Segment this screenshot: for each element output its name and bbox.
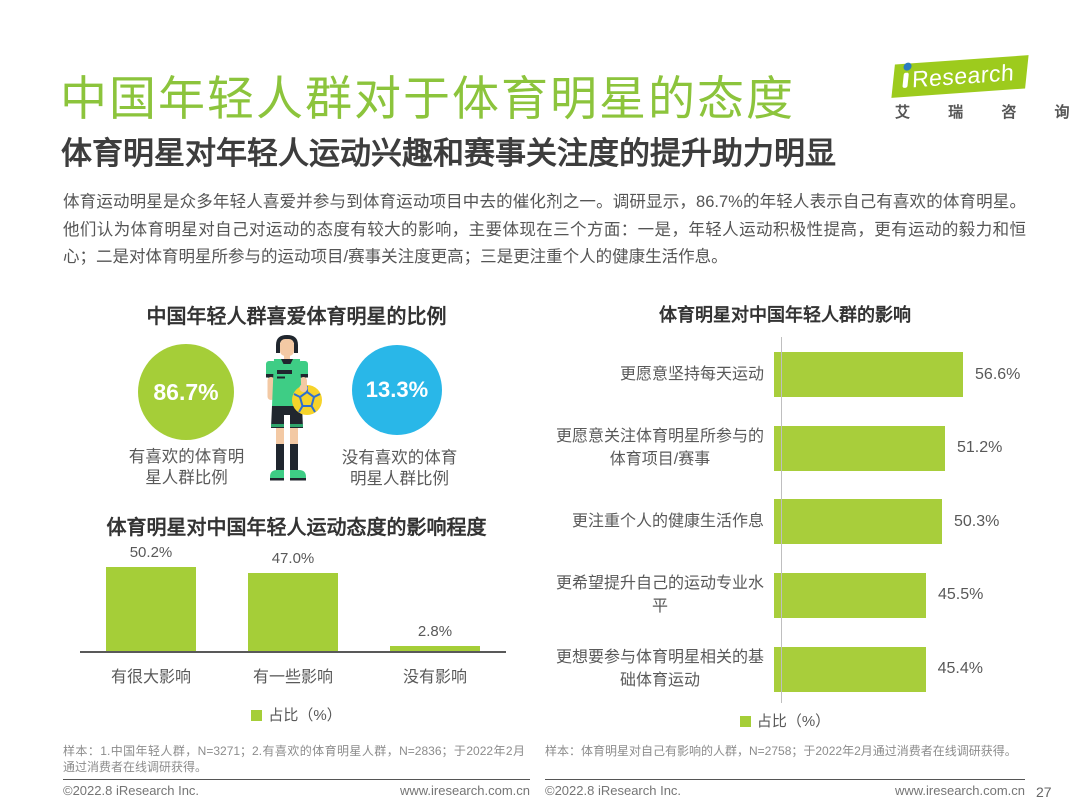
hbar-category-label: 更愿意关注体育明星所参与的 体育项目/赛事 (555, 428, 764, 468)
soccer-ball-icon (292, 385, 322, 415)
bar-value-label: 47.0% (271, 549, 315, 567)
hbar-category-label: 更注重个人的健康生活作息 (571, 513, 764, 530)
hbar-row: 更愿意坚持每天运动 56.6% (545, 352, 1025, 397)
bar-group: 50.2% (80, 544, 222, 651)
hbar-value-label: 50.3% (954, 512, 1000, 530)
bar-value-label: 2.8% (417, 623, 453, 641)
website-url[interactable]: www.iresearch.com.cn (399, 783, 530, 798)
hbar-row: 更想要参与体育明星相关的基 础体育运动 45.4% (545, 646, 1025, 692)
pie-slice-green-label: 有喜欢的体育明 星人群比例 (128, 448, 245, 487)
copyright-text: ©2022.8 iResearch Inc. (63, 783, 200, 798)
hbar-row: 更希望提升自己的运动专业水 平 45.5% (545, 572, 1025, 618)
x-axis-label: 有一些影响 (252, 669, 333, 686)
hbar (774, 499, 942, 544)
x-axis-labels: 有很大影响 有一些影响 没有影响 (80, 663, 506, 687)
hbar (774, 352, 964, 397)
pie-slice-blue-value: 13.3% (352, 345, 442, 435)
intro-paragraph: 体育运动明星是众多年轻人喜爱并参与到体育运动项目中去的催化剂之一。调研显示，86… (63, 193, 1026, 266)
hbar-value-label: 45.4% (937, 660, 983, 677)
hbar (774, 572, 926, 618)
page-number: 27 (1036, 784, 1052, 800)
page-title: 中国年轻人群对于体育明星的态度 (60, 72, 795, 125)
logo-letter-i-icon (902, 72, 909, 89)
legend-label: 占比（%） (268, 707, 342, 724)
page-subtitle: 体育明星对年轻人运动兴趣和赛事关注度的提升助力明显 (61, 136, 836, 171)
chart-title-influence-degree: 体育明星对中国年轻人运动态度的影响程度 (106, 517, 487, 539)
legend: 占比（%） (545, 710, 1025, 731)
logo-chinese-name: 艾 瑞 咨 询 (895, 104, 1080, 121)
footnote-sample-left: 样本：1.中国年轻人群，N=3271；2.有喜欢的体育明星人群，N=2836；于… (63, 744, 525, 774)
footer-divider (63, 779, 530, 780)
footer-divider (545, 779, 1025, 780)
bar-value-label: 50.2% (129, 544, 173, 562)
chart-title-favorite-ratio: 中国年轻人群喜爱体育明星的比例 (146, 306, 447, 328)
website-url[interactable]: www.iresearch.com.cn (894, 783, 1025, 798)
horizontal-bar-chart: 更愿意坚持每天运动 56.6% 更愿意关注体育明星所参与的 体育项目/赛事 51… (545, 337, 1025, 705)
legend-swatch-icon (251, 710, 263, 721)
hbar (774, 425, 945, 471)
hbar-value-label: 45.5% (937, 586, 984, 603)
hbar-value-label: 51.2% (957, 439, 1003, 456)
hbar-row: 更愿意关注体育明星所参与的 体育项目/赛事 51.2% (545, 425, 1025, 471)
x-axis-label: 没有影响 (402, 669, 467, 686)
footnote-sample-right: 样本：体育明星对自己有影响的人群，N=2758；于2022年2月通过消费者在线调… (545, 744, 1017, 758)
bar (248, 572, 338, 651)
hbar-value-label: 56.6% (975, 365, 1021, 383)
iresearch-logo: Research 艾 瑞 咨 询 (891, 55, 1080, 122)
logo-brand-text: Research (911, 59, 1015, 93)
hbar-category-label: 更希望提升自己的运动专业水 平 (555, 575, 764, 615)
bar (106, 567, 196, 651)
pie-slice-blue-label: 没有喜欢的体育 明星人群比例 (341, 449, 458, 488)
x-axis-label: 有很大影响 (110, 669, 191, 686)
iresearch-logo-flag: Research (891, 55, 1029, 98)
bar-group: 2.8% (364, 623, 506, 651)
copyright-text: ©2022.8 iResearch Inc. (545, 783, 682, 798)
y-axis-line (781, 337, 782, 703)
legend-swatch-icon (739, 716, 751, 727)
vertical-bar-chart: 50.2% 47.0% 2.8% (80, 538, 506, 653)
bar-group: 47.0% (222, 550, 364, 651)
hbar (774, 646, 926, 692)
hbar-row: 更注重个人的健康生活作息 50.3% (545, 499, 1025, 544)
soccer-player-illustration (266, 335, 322, 481)
hbar-category-label: 更想要参与体育明星相关的基 础体育运动 (555, 649, 764, 689)
pie-slice-green-value: 86.7% (138, 344, 234, 440)
footer-right: ©2022.8 iResearch Inc. www.iresearch.com… (545, 783, 1025, 798)
hbar-category-label: 更愿意坚持每天运动 (619, 366, 764, 383)
bar (390, 646, 480, 651)
legend: 占比（%） (63, 704, 530, 725)
chart-title-impact: 体育明星对中国年轻人群的影响 (659, 305, 911, 325)
footer-left: ©2022.8 iResearch Inc. www.iresearch.com… (63, 783, 530, 798)
legend-label: 占比（%） (756, 713, 831, 730)
